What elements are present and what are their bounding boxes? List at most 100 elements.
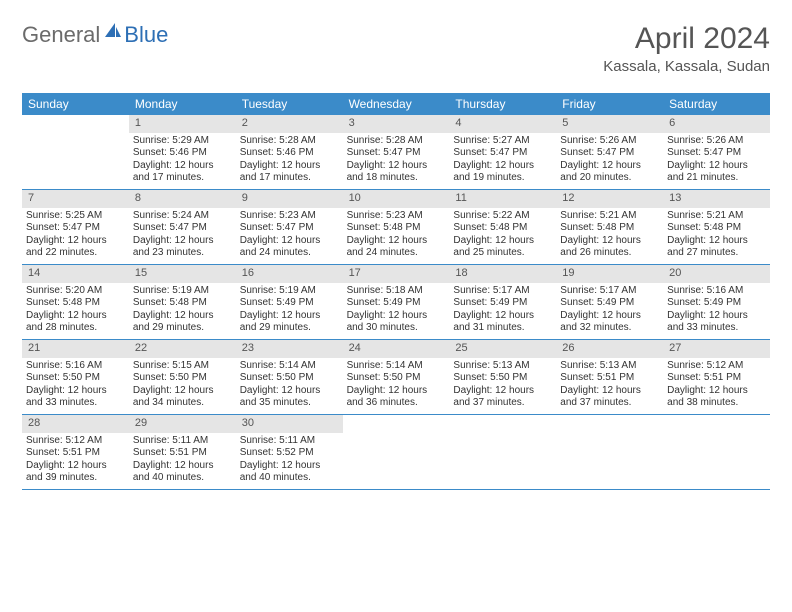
day-header-cell: Friday bbox=[556, 93, 663, 115]
day-line-sunset: Sunset: 5:47 PM bbox=[347, 147, 446, 160]
day-line-day1: Daylight: 12 hours bbox=[26, 460, 125, 473]
day-cell: 17Sunrise: 5:18 AMSunset: 5:49 PMDayligh… bbox=[343, 265, 450, 339]
day-body: Sunrise: 5:14 AMSunset: 5:50 PMDaylight:… bbox=[343, 358, 450, 414]
day-line-sunrise: Sunrise: 5:29 AM bbox=[133, 135, 232, 148]
day-number: 12 bbox=[556, 190, 663, 208]
day-line-day1: Daylight: 12 hours bbox=[453, 385, 552, 398]
day-line-sunrise: Sunrise: 5:14 AM bbox=[240, 360, 339, 373]
day-line-sunset: Sunset: 5:50 PM bbox=[26, 372, 125, 385]
day-cell: 30Sunrise: 5:11 AMSunset: 5:52 PMDayligh… bbox=[236, 415, 343, 489]
header-bar: General Blue April 2024 Kassala, Kassala… bbox=[22, 22, 770, 75]
day-line-day2: and 29 minutes. bbox=[240, 322, 339, 335]
day-line-day1: Daylight: 12 hours bbox=[347, 235, 446, 248]
weeks-container: 1Sunrise: 5:29 AMSunset: 5:46 PMDaylight… bbox=[22, 115, 770, 490]
day-line-sunset: Sunset: 5:48 PM bbox=[133, 297, 232, 310]
day-line-sunset: Sunset: 5:49 PM bbox=[347, 297, 446, 310]
day-body: Sunrise: 5:27 AMSunset: 5:47 PMDaylight:… bbox=[449, 133, 556, 189]
day-line-day1: Daylight: 12 hours bbox=[26, 310, 125, 323]
day-line-sunset: Sunset: 5:50 PM bbox=[240, 372, 339, 385]
day-cell: 24Sunrise: 5:14 AMSunset: 5:50 PMDayligh… bbox=[343, 340, 450, 414]
day-line-sunset: Sunset: 5:50 PM bbox=[347, 372, 446, 385]
day-cell: 2Sunrise: 5:28 AMSunset: 5:46 PMDaylight… bbox=[236, 115, 343, 189]
day-number: 2 bbox=[236, 115, 343, 133]
day-line-day2: and 25 minutes. bbox=[453, 247, 552, 260]
day-number: 4 bbox=[449, 115, 556, 133]
day-number: 10 bbox=[343, 190, 450, 208]
day-number: 17 bbox=[343, 265, 450, 283]
day-line-sunrise: Sunrise: 5:16 AM bbox=[26, 360, 125, 373]
day-line-sunrise: Sunrise: 5:21 AM bbox=[667, 210, 766, 223]
day-line-sunrise: Sunrise: 5:17 AM bbox=[560, 285, 659, 298]
day-number: 29 bbox=[129, 415, 236, 433]
day-line-sunrise: Sunrise: 5:13 AM bbox=[453, 360, 552, 373]
day-body: Sunrise: 5:11 AMSunset: 5:51 PMDaylight:… bbox=[129, 433, 236, 489]
day-line-day2: and 24 minutes. bbox=[347, 247, 446, 260]
day-number: 20 bbox=[663, 265, 770, 283]
day-cell: 13Sunrise: 5:21 AMSunset: 5:48 PMDayligh… bbox=[663, 190, 770, 264]
day-header-cell: Saturday bbox=[663, 93, 770, 115]
day-line-sunrise: Sunrise: 5:12 AM bbox=[667, 360, 766, 373]
day-cell: 8Sunrise: 5:24 AMSunset: 5:47 PMDaylight… bbox=[129, 190, 236, 264]
day-number: 18 bbox=[449, 265, 556, 283]
day-body: Sunrise: 5:22 AMSunset: 5:48 PMDaylight:… bbox=[449, 208, 556, 264]
day-body: Sunrise: 5:21 AMSunset: 5:48 PMDaylight:… bbox=[556, 208, 663, 264]
month-title: April 2024 bbox=[603, 22, 770, 56]
day-number: 9 bbox=[236, 190, 343, 208]
day-line-day2: and 33 minutes. bbox=[667, 322, 766, 335]
day-header-row: SundayMondayTuesdayWednesdayThursdayFrid… bbox=[22, 93, 770, 115]
day-cell: 5Sunrise: 5:26 AMSunset: 5:47 PMDaylight… bbox=[556, 115, 663, 189]
day-body: Sunrise: 5:15 AMSunset: 5:50 PMDaylight:… bbox=[129, 358, 236, 414]
day-number: 24 bbox=[343, 340, 450, 358]
day-number: 27 bbox=[663, 340, 770, 358]
day-line-sunrise: Sunrise: 5:17 AM bbox=[453, 285, 552, 298]
day-line-sunrise: Sunrise: 5:25 AM bbox=[26, 210, 125, 223]
day-line-day1: Daylight: 12 hours bbox=[667, 160, 766, 173]
day-line-sunset: Sunset: 5:46 PM bbox=[133, 147, 232, 160]
day-cell: 28Sunrise: 5:12 AMSunset: 5:51 PMDayligh… bbox=[22, 415, 129, 489]
day-line-sunset: Sunset: 5:47 PM bbox=[133, 222, 232, 235]
day-line-day2: and 23 minutes. bbox=[133, 247, 232, 260]
day-line-day2: and 20 minutes. bbox=[560, 172, 659, 185]
day-number: 23 bbox=[236, 340, 343, 358]
day-line-sunset: Sunset: 5:48 PM bbox=[667, 222, 766, 235]
day-line-sunset: Sunset: 5:49 PM bbox=[240, 297, 339, 310]
day-line-sunset: Sunset: 5:51 PM bbox=[560, 372, 659, 385]
day-cell: 7Sunrise: 5:25 AMSunset: 5:47 PMDaylight… bbox=[22, 190, 129, 264]
day-line-day1: Daylight: 12 hours bbox=[667, 310, 766, 323]
day-line-day2: and 40 minutes. bbox=[240, 472, 339, 485]
day-line-sunset: Sunset: 5:49 PM bbox=[453, 297, 552, 310]
day-line-day2: and 17 minutes. bbox=[133, 172, 232, 185]
day-line-sunrise: Sunrise: 5:11 AM bbox=[133, 435, 232, 448]
logo: General Blue bbox=[22, 22, 168, 48]
day-line-day1: Daylight: 12 hours bbox=[560, 235, 659, 248]
day-line-day1: Daylight: 12 hours bbox=[667, 385, 766, 398]
day-line-day1: Daylight: 12 hours bbox=[453, 235, 552, 248]
day-line-day1: Daylight: 12 hours bbox=[240, 160, 339, 173]
day-body: Sunrise: 5:21 AMSunset: 5:48 PMDaylight:… bbox=[663, 208, 770, 264]
day-line-sunrise: Sunrise: 5:13 AM bbox=[560, 360, 659, 373]
day-cell: 21Sunrise: 5:16 AMSunset: 5:50 PMDayligh… bbox=[22, 340, 129, 414]
day-number: 11 bbox=[449, 190, 556, 208]
day-line-day1: Daylight: 12 hours bbox=[133, 385, 232, 398]
day-number: 7 bbox=[22, 190, 129, 208]
day-line-sunrise: Sunrise: 5:24 AM bbox=[133, 210, 232, 223]
day-line-sunset: Sunset: 5:51 PM bbox=[133, 447, 232, 460]
day-cell: 1Sunrise: 5:29 AMSunset: 5:46 PMDaylight… bbox=[129, 115, 236, 189]
day-body: Sunrise: 5:28 AMSunset: 5:46 PMDaylight:… bbox=[236, 133, 343, 189]
day-line-sunrise: Sunrise: 5:26 AM bbox=[560, 135, 659, 148]
day-line-sunrise: Sunrise: 5:19 AM bbox=[240, 285, 339, 298]
day-cell: 14Sunrise: 5:20 AMSunset: 5:48 PMDayligh… bbox=[22, 265, 129, 339]
day-header-cell: Sunday bbox=[22, 93, 129, 115]
day-cell: 10Sunrise: 5:23 AMSunset: 5:48 PMDayligh… bbox=[343, 190, 450, 264]
day-number: 26 bbox=[556, 340, 663, 358]
day-line-day1: Daylight: 12 hours bbox=[240, 310, 339, 323]
day-line-day2: and 18 minutes. bbox=[347, 172, 446, 185]
day-cell: 4Sunrise: 5:27 AMSunset: 5:47 PMDaylight… bbox=[449, 115, 556, 189]
day-body: Sunrise: 5:25 AMSunset: 5:47 PMDaylight:… bbox=[22, 208, 129, 264]
day-cell: 26Sunrise: 5:13 AMSunset: 5:51 PMDayligh… bbox=[556, 340, 663, 414]
day-line-day1: Daylight: 12 hours bbox=[133, 235, 232, 248]
day-cell: 25Sunrise: 5:13 AMSunset: 5:50 PMDayligh… bbox=[449, 340, 556, 414]
day-line-day1: Daylight: 12 hours bbox=[133, 160, 232, 173]
week-row: 21Sunrise: 5:16 AMSunset: 5:50 PMDayligh… bbox=[22, 340, 770, 415]
day-line-day1: Daylight: 12 hours bbox=[26, 235, 125, 248]
